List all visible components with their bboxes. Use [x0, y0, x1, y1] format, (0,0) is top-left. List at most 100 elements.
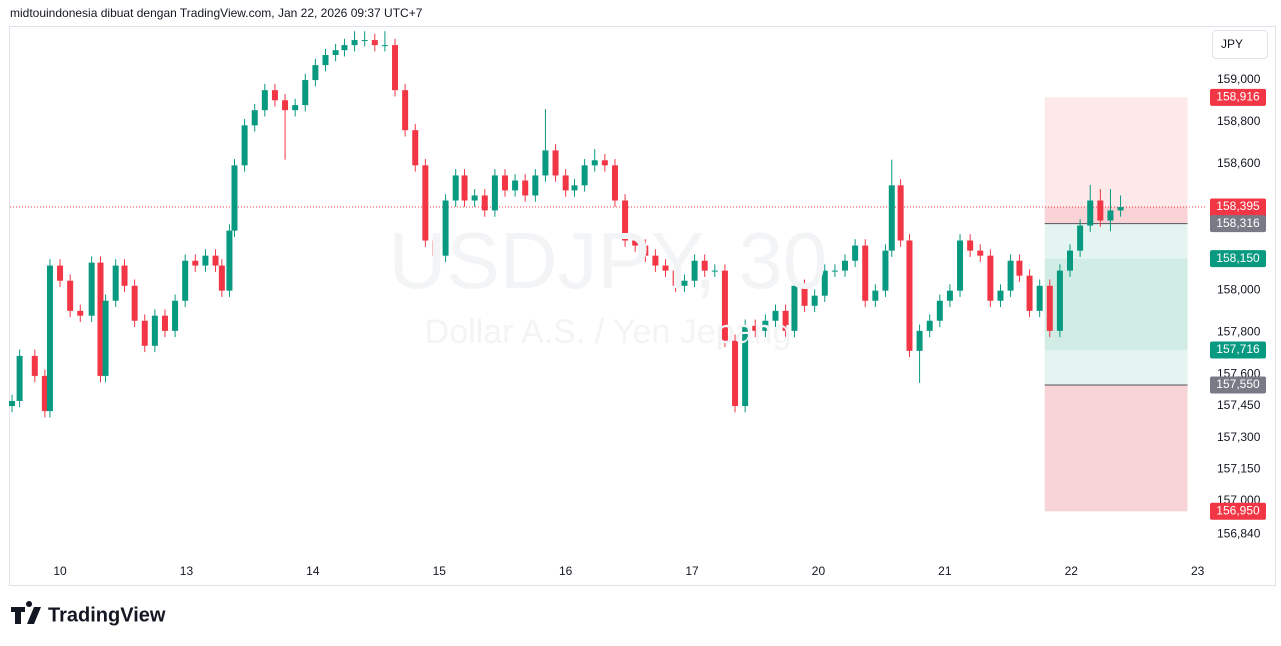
candle-body [782, 310, 789, 331]
candle-body [1087, 200, 1094, 226]
header: midtouindonesia dibuat dengan TradingVie… [10, 6, 423, 20]
candle-body [632, 240, 639, 246]
candle-body [936, 300, 943, 321]
candle-body [192, 260, 199, 266]
candle-body [9, 400, 16, 407]
candle-body [906, 240, 913, 351]
y-tick-label: 157,150 [1217, 461, 1261, 475]
candle-body [432, 240, 439, 256]
price-label: 157,716 [1216, 342, 1260, 356]
candle-body [121, 265, 128, 286]
candle-body [622, 200, 629, 241]
logo: TradingView [11, 601, 166, 626]
candle-body [212, 255, 219, 266]
candle-body [31, 355, 38, 376]
x-tick-label: 22 [1065, 564, 1079, 578]
candle-body [282, 100, 289, 111]
price-label-box [1210, 215, 1266, 233]
x-tick-label: 17 [685, 564, 699, 578]
price-label-box [1210, 341, 1266, 359]
candle-body [821, 270, 828, 296]
candle-body [742, 325, 749, 407]
candle-body [422, 165, 429, 241]
y-tick-label: 158,800 [1217, 114, 1261, 128]
candle-body [1117, 207, 1124, 211]
candle-body [732, 340, 739, 407]
price-label: 156,950 [1216, 503, 1260, 517]
y-tick-label: 158,000 [1217, 282, 1261, 296]
candle-body [967, 240, 974, 251]
x-tick-label: 13 [180, 564, 194, 578]
candle-body [897, 185, 904, 241]
candle-body [271, 90, 278, 101]
candle-body [501, 175, 508, 191]
candle-body [672, 270, 679, 286]
candle-body [442, 200, 449, 256]
watermark-title: USDJPY, 30 [389, 216, 828, 305]
candle-body [312, 65, 319, 81]
candle-body [218, 265, 225, 291]
y-tick-label: 157,300 [1217, 430, 1261, 444]
candle-body [522, 180, 529, 196]
position-zone [1044, 384, 1188, 512]
position-zone [1044, 223, 1188, 259]
x-tick-label: 23 [1191, 564, 1205, 578]
candle-body [691, 260, 698, 281]
price-label-box [1210, 250, 1266, 268]
candle-body [332, 50, 339, 56]
plot [9, 31, 1205, 512]
candle-body [172, 300, 179, 331]
candle-body [581, 165, 588, 186]
candle-body [711, 270, 718, 272]
candle-body [182, 260, 189, 301]
candle-body [1026, 275, 1033, 311]
candle-body [452, 175, 459, 201]
position-zone [1044, 258, 1188, 351]
candle-body [231, 165, 238, 231]
candle-body [977, 250, 984, 256]
candle-body [112, 265, 119, 301]
candle-body [46, 265, 53, 412]
y-tick-label: 156,840 [1217, 527, 1261, 541]
candle-body [762, 320, 769, 331]
candle-body [371, 40, 378, 46]
candle-body [77, 310, 84, 316]
candle-body [16, 355, 23, 401]
candle-body [957, 240, 964, 291]
price-label-box [1210, 88, 1266, 106]
x-tick-label: 14 [306, 564, 320, 578]
candle-body [1067, 250, 1074, 271]
candle-body [862, 245, 869, 301]
candle-body [791, 285, 798, 331]
price-label: 157,550 [1216, 377, 1260, 391]
currency-button[interactable] [1212, 30, 1268, 59]
candle-body [202, 255, 209, 266]
candle-body [882, 250, 889, 291]
candle-body [1036, 285, 1043, 311]
candle-body [341, 45, 348, 51]
candle-body [662, 265, 669, 271]
y-tick-label: 157,450 [1217, 398, 1261, 412]
price-label: 158,395 [1216, 199, 1260, 213]
position-zone [1044, 207, 1188, 224]
price-label: 158,316 [1216, 216, 1260, 230]
candle-body [926, 320, 933, 331]
currency-label[interactable]: JPY [1221, 37, 1243, 51]
candle-body [611, 165, 618, 201]
candle-body [1077, 225, 1084, 251]
candle-body [652, 255, 659, 266]
candle-body [481, 195, 488, 211]
candle-body [552, 150, 559, 176]
y-tick-label: 159,000 [1217, 72, 1261, 86]
candle-body [241, 125, 248, 166]
candle-body [1097, 200, 1104, 221]
candle-body [226, 230, 233, 291]
candle-body [872, 290, 879, 301]
candle-body [57, 265, 64, 281]
candle-body [842, 260, 849, 271]
candle-body [88, 262, 95, 316]
candle-body [302, 80, 309, 106]
candle-body [97, 262, 104, 376]
candle-body [381, 45, 388, 47]
